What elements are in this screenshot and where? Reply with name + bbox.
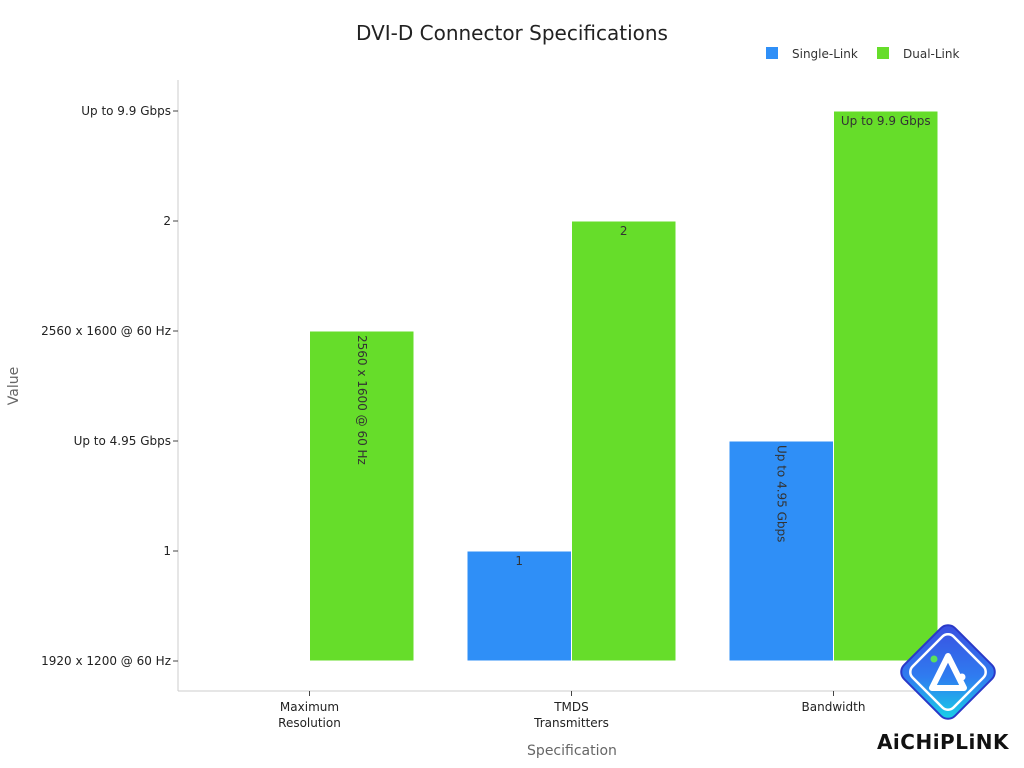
y-tick-label: Up to 4.95 Gbps xyxy=(74,434,171,448)
x-tick-label: Bandwidth xyxy=(802,700,866,714)
bar-dual-link xyxy=(833,110,939,662)
y-tick-label: Up to 9.9 Gbps xyxy=(81,104,171,118)
data-label: 1 xyxy=(515,554,523,568)
legend: Single-Link Dual-Link xyxy=(766,47,959,61)
data-label: 2 xyxy=(620,224,628,238)
legend-label: Dual-Link xyxy=(903,47,959,61)
bar-single-link xyxy=(466,550,572,662)
legend-swatch xyxy=(766,47,778,59)
y-tick-label: 1 xyxy=(163,544,171,558)
bar-single-link xyxy=(728,440,834,662)
y-tick-label: 2560 x 1600 @ 60 Hz xyxy=(41,324,171,338)
x-tick-label: TMDS Transmitters xyxy=(533,700,609,730)
y-tick-label: 2 xyxy=(163,214,171,228)
bar-dual-link xyxy=(571,220,677,662)
brand-logo-icon xyxy=(900,624,996,720)
legend-label: Single-Link xyxy=(792,47,858,61)
x-axis-title: Specification xyxy=(527,743,617,759)
plot-area: 1920 x 1200 @ 60 Hz 1 Up to 4.95 Gbps 2560 … xyxy=(41,80,972,730)
data-label: Up to 4.95 Gbps xyxy=(774,445,788,542)
legend-swatch xyxy=(877,47,889,59)
brand-text: AiCHiPLiNK xyxy=(876,730,1010,754)
y-axis-title: Value xyxy=(6,367,22,405)
bar-dual-link xyxy=(309,330,415,662)
chart-title: DVI-D Connector Specifications xyxy=(356,21,668,45)
data-label: Up to 9.9 Gbps xyxy=(841,114,931,128)
data-label: 2560 x 1600 @ 60 Hz xyxy=(355,335,369,465)
x-tick-label: Maximum Resolution xyxy=(278,700,341,730)
y-tick-label: 1920 x 1200 @ 60 Hz xyxy=(41,654,171,668)
